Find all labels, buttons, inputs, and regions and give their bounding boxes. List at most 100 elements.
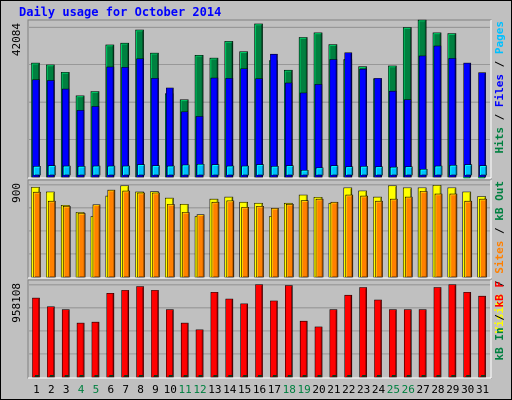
- bar-pages: [33, 166, 41, 176]
- x-tick-label: 5: [93, 383, 100, 396]
- bar-pages: [241, 165, 249, 176]
- x-tick-label: 31: [476, 383, 489, 396]
- x-tick-label: 9: [152, 383, 159, 396]
- bar-files: [359, 68, 367, 178]
- bar-kbin: [153, 375, 158, 377]
- x-tick-label: 20: [312, 383, 325, 396]
- bar-pages: [48, 165, 56, 176]
- bar-files: [106, 66, 115, 178]
- bar-kbin: [183, 375, 188, 377]
- bar-sites: [449, 193, 458, 278]
- bar-kbf: [359, 287, 367, 378]
- bar-kbf: [285, 285, 293, 378]
- bar-pages: [449, 165, 458, 176]
- bar-kbin: [466, 375, 471, 377]
- bar-kbf: [32, 297, 40, 378]
- bar-kbin: [272, 375, 277, 377]
- bar-sites: [33, 191, 41, 278]
- bar-kbin: [302, 375, 307, 377]
- x-tick-label: 13: [208, 383, 221, 396]
- bar-pages: [211, 164, 220, 176]
- bar-pages: [300, 170, 309, 176]
- bar-pages: [479, 165, 487, 176]
- bar-kbin: [124, 375, 129, 377]
- bar-pages: [62, 165, 71, 176]
- bar-files: [32, 79, 40, 178]
- bar-sites: [390, 198, 398, 278]
- x-tick-label: 29: [446, 383, 459, 396]
- bar-sites: [345, 194, 354, 278]
- bar-sites: [404, 196, 413, 278]
- bar-files: [329, 59, 338, 178]
- bar-files: [210, 77, 219, 178]
- bar-files: [433, 45, 442, 178]
- bar-sites: [48, 200, 56, 278]
- x-axis: 1 2 3 4 5 6 7 8 9 10 11 12 13 14 15 16 17 18 19 20 21 22 23 24 2…: [33, 383, 489, 396]
- legend-/: /: [493, 274, 506, 294]
- legend-visits: Visits: [493, 294, 506, 334]
- bar-kbf: [151, 290, 159, 378]
- bars-middle: [31, 185, 487, 278]
- bar-sites: [181, 212, 190, 278]
- x-tick-label: 3: [63, 383, 70, 396]
- bar-kbf: [463, 292, 472, 378]
- x-tick-label: 12: [193, 383, 206, 396]
- bar-sites: [196, 214, 205, 278]
- bar-sites: [122, 190, 131, 278]
- legend-/: /: [493, 54, 506, 74]
- bar-kbin: [49, 375, 54, 377]
- bar-pages: [226, 165, 235, 176]
- bar-kbin: [421, 375, 426, 377]
- bar-kbf: [240, 303, 248, 378]
- x-tick-label: 27: [416, 383, 429, 396]
- chart-panels: 42084 Hits / Files / Pages 900 Visits / Sit…: [10, 19, 506, 379]
- bar-pages: [196, 164, 205, 176]
- legend-pages: Pages: [493, 21, 506, 54]
- bar-sites: [271, 208, 279, 278]
- bar-sites: [315, 198, 324, 278]
- x-tick-label: 23: [357, 383, 370, 396]
- legend-files: Files: [493, 74, 506, 107]
- bar-files: [270, 53, 278, 178]
- bar-pages: [375, 166, 383, 176]
- bar-kbf: [314, 326, 323, 378]
- legend-sites: Sites: [493, 241, 506, 274]
- bar-kbin: [317, 375, 322, 377]
- x-tick-label: 28: [431, 383, 444, 396]
- bar-kbf: [61, 309, 70, 378]
- x-tick-label: 11: [179, 383, 192, 396]
- bar-pages: [419, 169, 428, 176]
- legend-kb-f: kB F: [493, 281, 506, 308]
- bar-pages: [271, 166, 279, 176]
- bar-kbin: [79, 375, 84, 377]
- bar-sites: [137, 192, 145, 278]
- legend-/: /: [493, 308, 506, 328]
- y-max-label: 958108: [10, 283, 23, 323]
- bar-kbin: [481, 375, 486, 377]
- bar-pages: [390, 166, 398, 176]
- x-tick-label: 26: [402, 383, 415, 396]
- bar-sites: [62, 206, 71, 278]
- bar-files: [285, 82, 293, 178]
- bar-kbf: [270, 300, 278, 378]
- bar-kbf: [374, 299, 382, 378]
- bar-kbin: [332, 375, 337, 377]
- bar-kbf: [166, 309, 174, 378]
- bar-sites: [167, 204, 175, 278]
- bar-kbf: [329, 309, 338, 378]
- x-tick-label: 1: [33, 383, 40, 396]
- bar-kbf: [299, 320, 308, 378]
- bar-kbin: [168, 375, 173, 377]
- bar-pages: [152, 165, 160, 176]
- x-tick-label: 18: [283, 383, 296, 396]
- side-legend: Hits / Files / Pages: [493, 21, 506, 154]
- legend-kb-out: kB Out: [493, 181, 506, 221]
- bar-pages: [330, 165, 339, 176]
- bar-pages: [434, 165, 443, 176]
- bar-kbf: [180, 322, 189, 378]
- side-legend: kB In / kB F: [493, 281, 506, 361]
- bar-sites: [300, 200, 309, 278]
- bar-kbin: [362, 375, 367, 377]
- bar-files: [448, 58, 457, 178]
- bar-files: [374, 78, 382, 178]
